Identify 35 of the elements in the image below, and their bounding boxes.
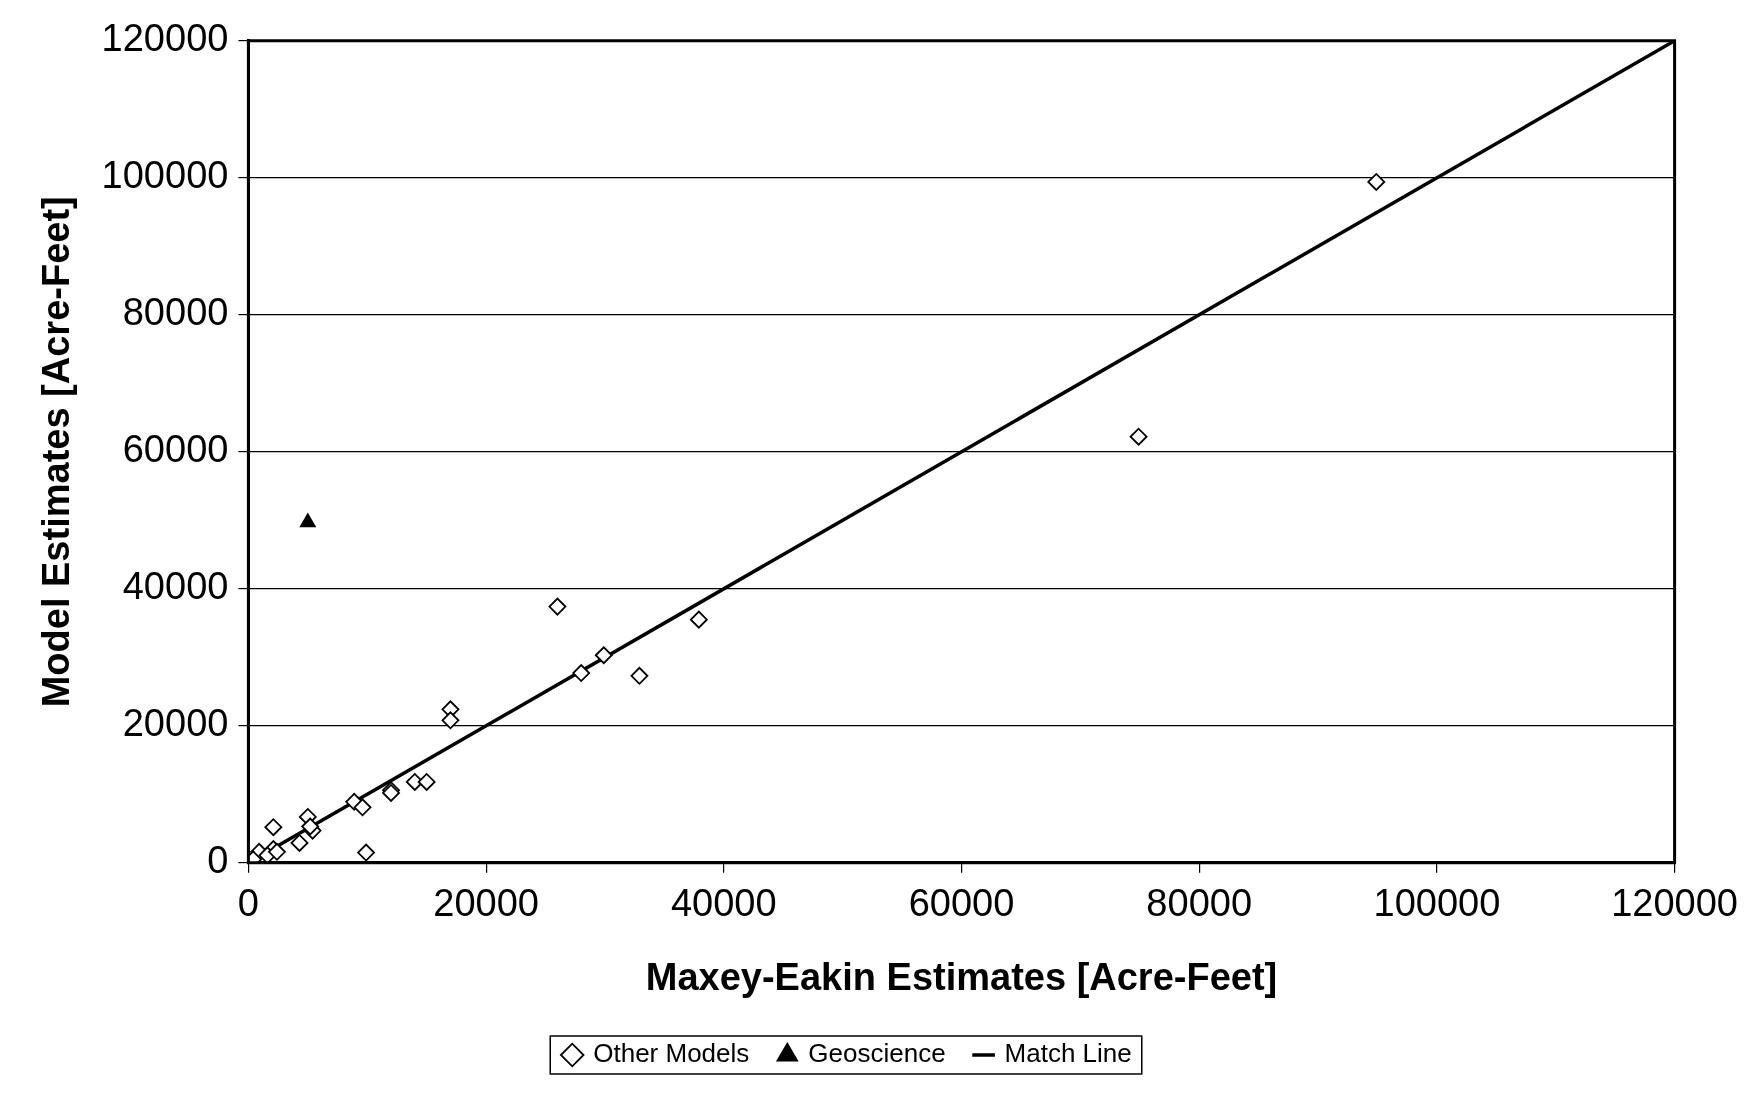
y-tick-label: 60000 — [122, 428, 229, 471]
point — [1367, 173, 1386, 191]
y-tick-label: 120000 — [101, 17, 229, 60]
point — [548, 597, 567, 616]
x-tick-label: 20000 — [433, 882, 539, 925]
y-tick-label: 80000 — [122, 291, 229, 334]
x-tick-label: 40000 — [670, 882, 777, 925]
point — [417, 773, 436, 791]
point — [630, 666, 649, 685]
y-tick-label: 0 — [207, 839, 229, 882]
legend-label: Match Line — [1004, 1038, 1132, 1069]
point — [594, 646, 613, 665]
x-tick-label: 0 — [237, 882, 259, 925]
point — [264, 818, 283, 837]
y-tick-label: 20000 — [122, 702, 229, 745]
y-axis-title: Model Estimates [Acre-Feet] — [35, 196, 78, 708]
point — [572, 664, 591, 682]
x-tick-label: 120000 — [1611, 882, 1738, 925]
x-tick-label: 60000 — [908, 882, 1015, 925]
y-tick-label: 100000 — [101, 154, 229, 197]
point — [300, 513, 316, 528]
point — [353, 798, 372, 817]
point — [301, 817, 320, 836]
legend-label: Other Models — [593, 1038, 750, 1069]
point — [290, 834, 309, 852]
point — [357, 843, 375, 862]
legend-label: Geoscience — [808, 1038, 946, 1069]
y-tick-label: 40000 — [122, 565, 229, 608]
x-axis-title: Maxey-Eakin Estimates [Acre-Feet] — [645, 955, 1278, 998]
point — [689, 610, 708, 629]
point — [441, 711, 460, 730]
x-tick-label: 100000 — [1373, 882, 1501, 925]
point — [1129, 427, 1148, 446]
x-tick-label: 80000 — [1146, 882, 1253, 925]
point — [268, 842, 286, 861]
